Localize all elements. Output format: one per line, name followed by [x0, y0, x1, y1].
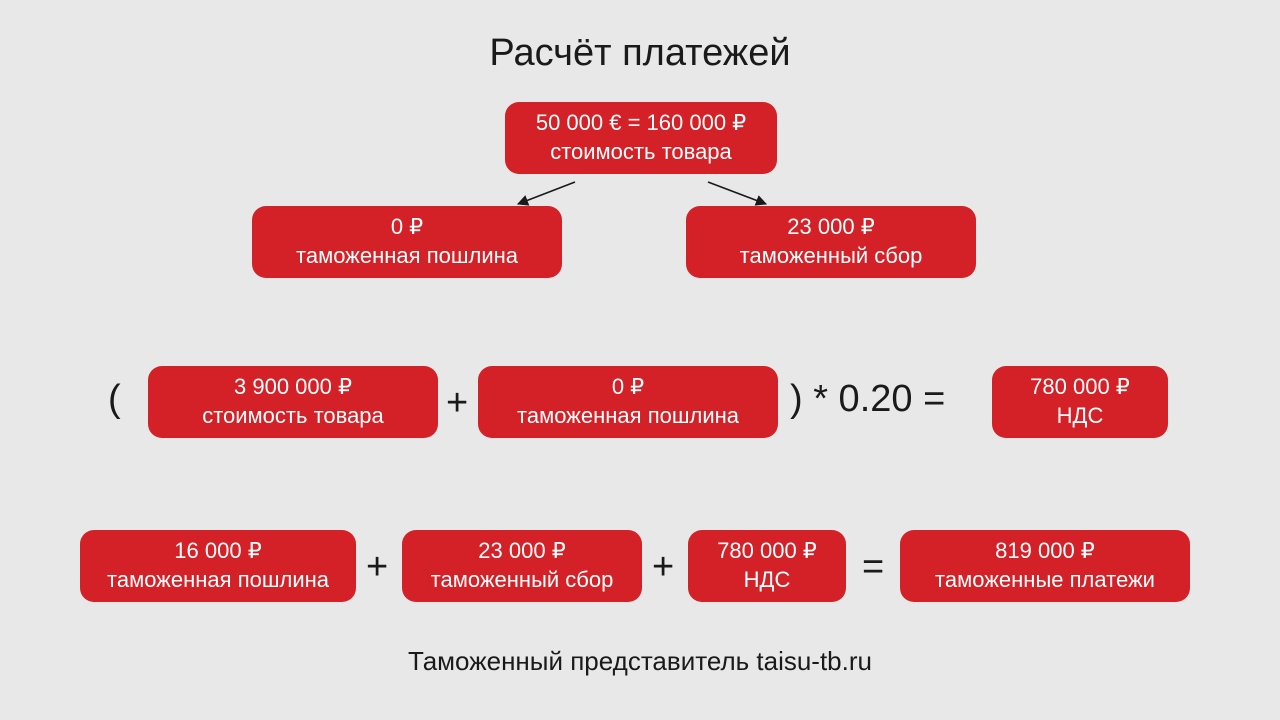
box-duty-3-value: 16 000 ₽: [174, 537, 261, 566]
box-duty: 0 ₽ таможенная пошлина: [252, 206, 562, 278]
box-fee: 23 000 ₽ таможенный сбор: [686, 206, 976, 278]
op-eq: =: [862, 548, 884, 586]
op-plus-3: +: [652, 548, 674, 586]
box-duty-2: 0 ₽ таможенная пошлина: [478, 366, 778, 438]
page-title: Расчёт платежей: [0, 32, 1280, 75]
box-fee-label: таможенный сбор: [740, 242, 923, 271]
box-cost-2-value: 3 900 000 ₽: [234, 373, 352, 402]
box-vat-value: 780 000 ₽: [1030, 373, 1130, 402]
op-plus-2: +: [366, 548, 388, 586]
box-cost-2-label: стоимость товара: [202, 402, 384, 431]
box-vat-3-label: НДС: [744, 566, 791, 595]
box-duty-value: 0 ₽: [391, 213, 423, 242]
box-duty-2-value: 0 ₽: [612, 373, 644, 402]
box-root-value: 50 000 € = 160 000 ₽: [536, 109, 746, 138]
box-total-label: таможенные платежи: [935, 566, 1155, 595]
op-paren-open: (: [108, 380, 121, 418]
box-fee-3-value: 23 000 ₽: [478, 537, 565, 566]
box-duty-2-label: таможенная пошлина: [517, 402, 739, 431]
box-cost-2: 3 900 000 ₽ стоимость товара: [148, 366, 438, 438]
op-plus-1: +: [446, 384, 468, 422]
box-root-label: стоимость товара: [550, 138, 732, 167]
box-duty-label: таможенная пошлина: [296, 242, 518, 271]
footer-text: Таможенный представитель taisu-tb.ru: [0, 646, 1280, 677]
box-duty-3: 16 000 ₽ таможенная пошлина: [80, 530, 356, 602]
box-fee-value: 23 000 ₽: [787, 213, 874, 242]
box-fee-3: 23 000 ₽ таможенный сбор: [402, 530, 642, 602]
box-fee-3-label: таможенный сбор: [431, 566, 614, 595]
box-root: 50 000 € = 160 000 ₽ стоимость товара: [505, 102, 777, 174]
box-vat-3-value: 780 000 ₽: [717, 537, 817, 566]
op-tail: ) * 0.20 =: [790, 380, 945, 418]
box-vat-label: НДС: [1057, 402, 1104, 431]
box-duty-3-label: таможенная пошлина: [107, 566, 329, 595]
box-vat-3: 780 000 ₽ НДС: [688, 530, 846, 602]
box-total: 819 000 ₽ таможенные платежи: [900, 530, 1190, 602]
box-total-value: 819 000 ₽: [995, 537, 1095, 566]
box-vat: 780 000 ₽ НДС: [992, 366, 1168, 438]
